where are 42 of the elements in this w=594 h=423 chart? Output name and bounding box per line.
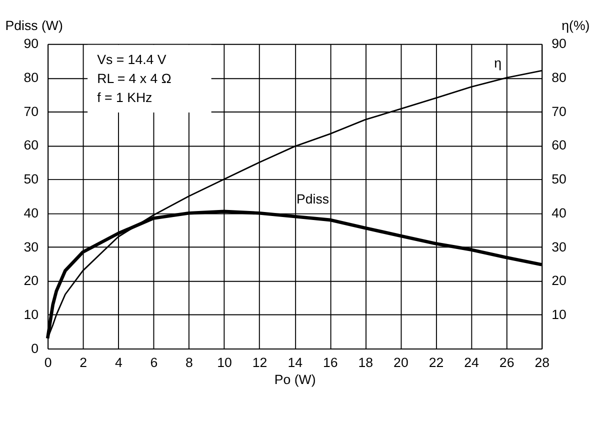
x-tick-label: 16	[322, 355, 338, 370]
x-tick-label: 28	[534, 355, 550, 370]
y2-tick-label: 70	[552, 104, 566, 119]
x-tick-label: 22	[428, 355, 444, 370]
y2-tick-label: 40	[552, 205, 566, 220]
series-label: η	[494, 55, 502, 70]
y-tick-label: 40	[24, 205, 39, 220]
y2-tick-label: 80	[552, 70, 566, 86]
y2-tick-label: 30	[552, 239, 566, 254]
x-tick-label: 4	[114, 355, 123, 370]
x-tick-label: 12	[252, 355, 268, 370]
y-tick-label: 90	[24, 36, 39, 52]
y-tick-label: 20	[24, 273, 39, 288]
y2-axis-title: η(%)	[562, 18, 590, 34]
x-tick-label: 26	[499, 355, 514, 370]
y2-tick-label: 10	[552, 306, 566, 322]
x-tick-label: 6	[150, 355, 158, 370]
y2-tick-label: 60	[552, 138, 566, 153]
y-axis-title: Pdiss (W)	[5, 18, 63, 34]
x-tick-label: 8	[186, 355, 193, 370]
y2-tick-label: 90	[552, 36, 566, 52]
series-label: Pdiss	[296, 192, 330, 207]
y2-tick-label: 20	[552, 273, 566, 288]
annotation: RL = 4 x 4 Ω	[97, 70, 172, 86]
y-tick-label: 50	[24, 172, 39, 187]
y-tick-label: 60	[24, 138, 39, 153]
y-tick-label: 0	[31, 340, 39, 356]
x-tick-label: 18	[358, 355, 374, 370]
x-tick-label: 10	[217, 355, 232, 370]
x-tick-label: 24	[464, 355, 480, 370]
x-tick-label: 0	[44, 355, 52, 370]
y2-tick-label: 50	[552, 172, 566, 187]
x-tick-label: 14	[288, 355, 304, 370]
x-axis-title: Po (W)	[274, 372, 316, 388]
annotation: f = 1 KHz	[97, 90, 152, 105]
y-tick-label: 10	[24, 306, 39, 322]
y-tick-label: 80	[24, 70, 39, 86]
y-tick-label: 30	[24, 239, 39, 254]
x-tick-label: 2	[80, 355, 88, 370]
y-tick-label: 70	[24, 104, 39, 119]
annotation: Vs = 14.4 V	[97, 52, 166, 67]
x-tick-label: 20	[394, 355, 408, 370]
